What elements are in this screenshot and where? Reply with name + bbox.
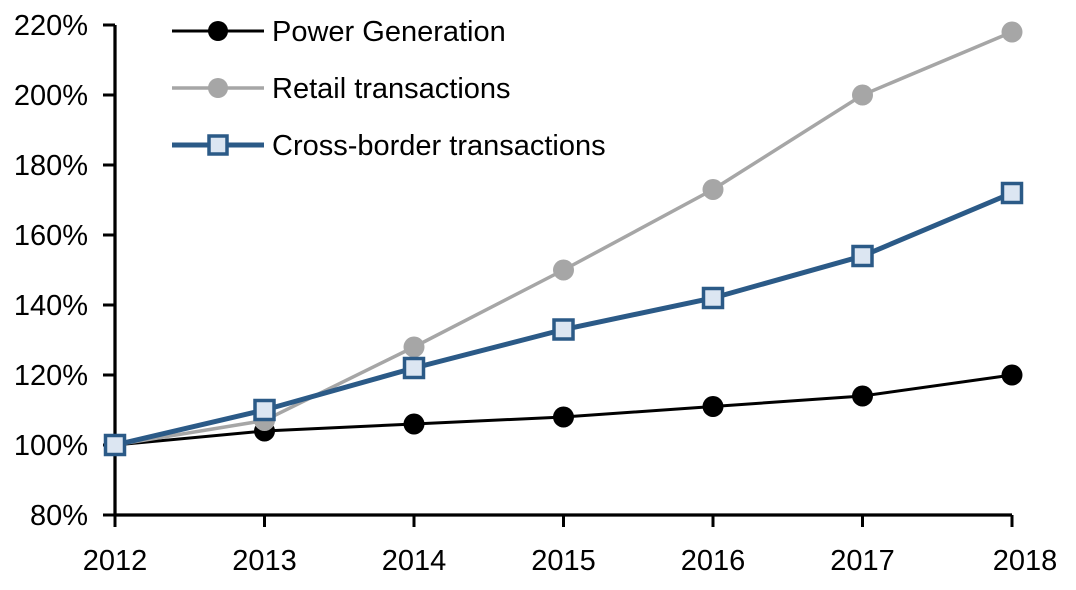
legend-item-retail-transactions: Retail transactions [172, 73, 511, 105]
data-point-marker-retail-transactions [553, 259, 574, 281]
y-axis-label: 100% [14, 430, 88, 462]
data-point-marker-cross-border-transactions [552, 318, 575, 341]
data-point-marker-power-generation [1001, 364, 1023, 386]
data-point-marker-power-generation [553, 406, 574, 428]
data-point-marker-cross-border-transactions [851, 244, 874, 268]
data-point-marker-cross-border-transactions [103, 433, 127, 457]
x-axis-label: 2018 [993, 545, 1058, 577]
data-point-marker-retail-transactions [852, 84, 873, 106]
data-point-marker-power-generation [852, 385, 873, 407]
x-axis-label: 2014 [382, 545, 447, 577]
y-axis-label: 220% [14, 10, 88, 42]
series-line-retail-transactions [114, 30, 1013, 447]
data-point-marker-retail-transactions [1001, 21, 1023, 43]
legend-label: Cross-border transactions [272, 130, 606, 162]
legend-item-power-generation: Power Generation [172, 16, 506, 48]
y-axis-label: 120% [14, 360, 88, 392]
data-point-marker-retail-transactions [403, 336, 425, 358]
legend-label: Power Generation [272, 16, 506, 48]
y-axis-label: 140% [14, 290, 88, 322]
x-axis-label: 2012 [83, 545, 148, 577]
y-axis-label: 180% [14, 150, 88, 182]
legend-marker-circle [208, 78, 228, 98]
data-point-marker-cross-border-transactions [1000, 181, 1024, 205]
axis-lines [113, 25, 1012, 517]
legend-marker-circle [208, 21, 228, 41]
y-axis-label: 200% [14, 80, 88, 112]
legend-marker-square [207, 134, 229, 156]
x-axis-label: 2013 [232, 545, 297, 577]
data-point-marker-power-generation [403, 413, 425, 435]
legend-label: Retail transactions [272, 73, 511, 105]
data-point-marker-cross-border-transactions [402, 356, 426, 380]
data-point-marker-cross-border-transactions [253, 398, 276, 422]
x-axis-label: 2015 [531, 545, 596, 577]
data-point-marker-power-generation [702, 396, 724, 417]
y-axis-label: 80% [30, 500, 88, 532]
data-point-marker-retail-transactions [702, 179, 724, 200]
legend-item-cross-border-transactions: Cross-border transactions [172, 130, 606, 162]
x-axis-label: 2016 [681, 545, 746, 577]
data-point-marker-cross-border-transactions [701, 286, 725, 310]
y-axis-label: 160% [14, 220, 88, 252]
x-axis-label: 2017 [830, 545, 895, 577]
